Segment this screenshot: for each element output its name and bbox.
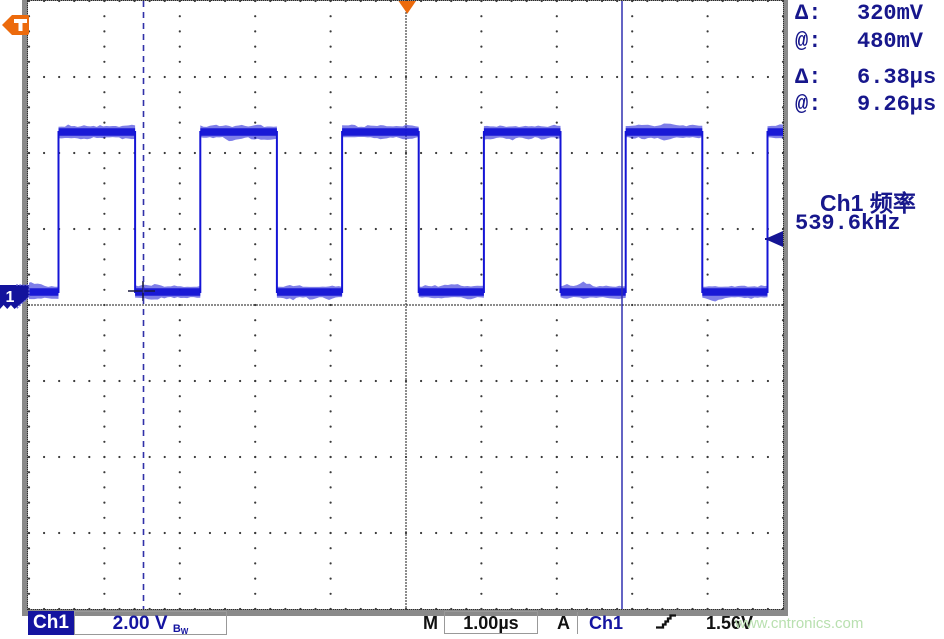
- svg-text:1: 1: [6, 289, 15, 306]
